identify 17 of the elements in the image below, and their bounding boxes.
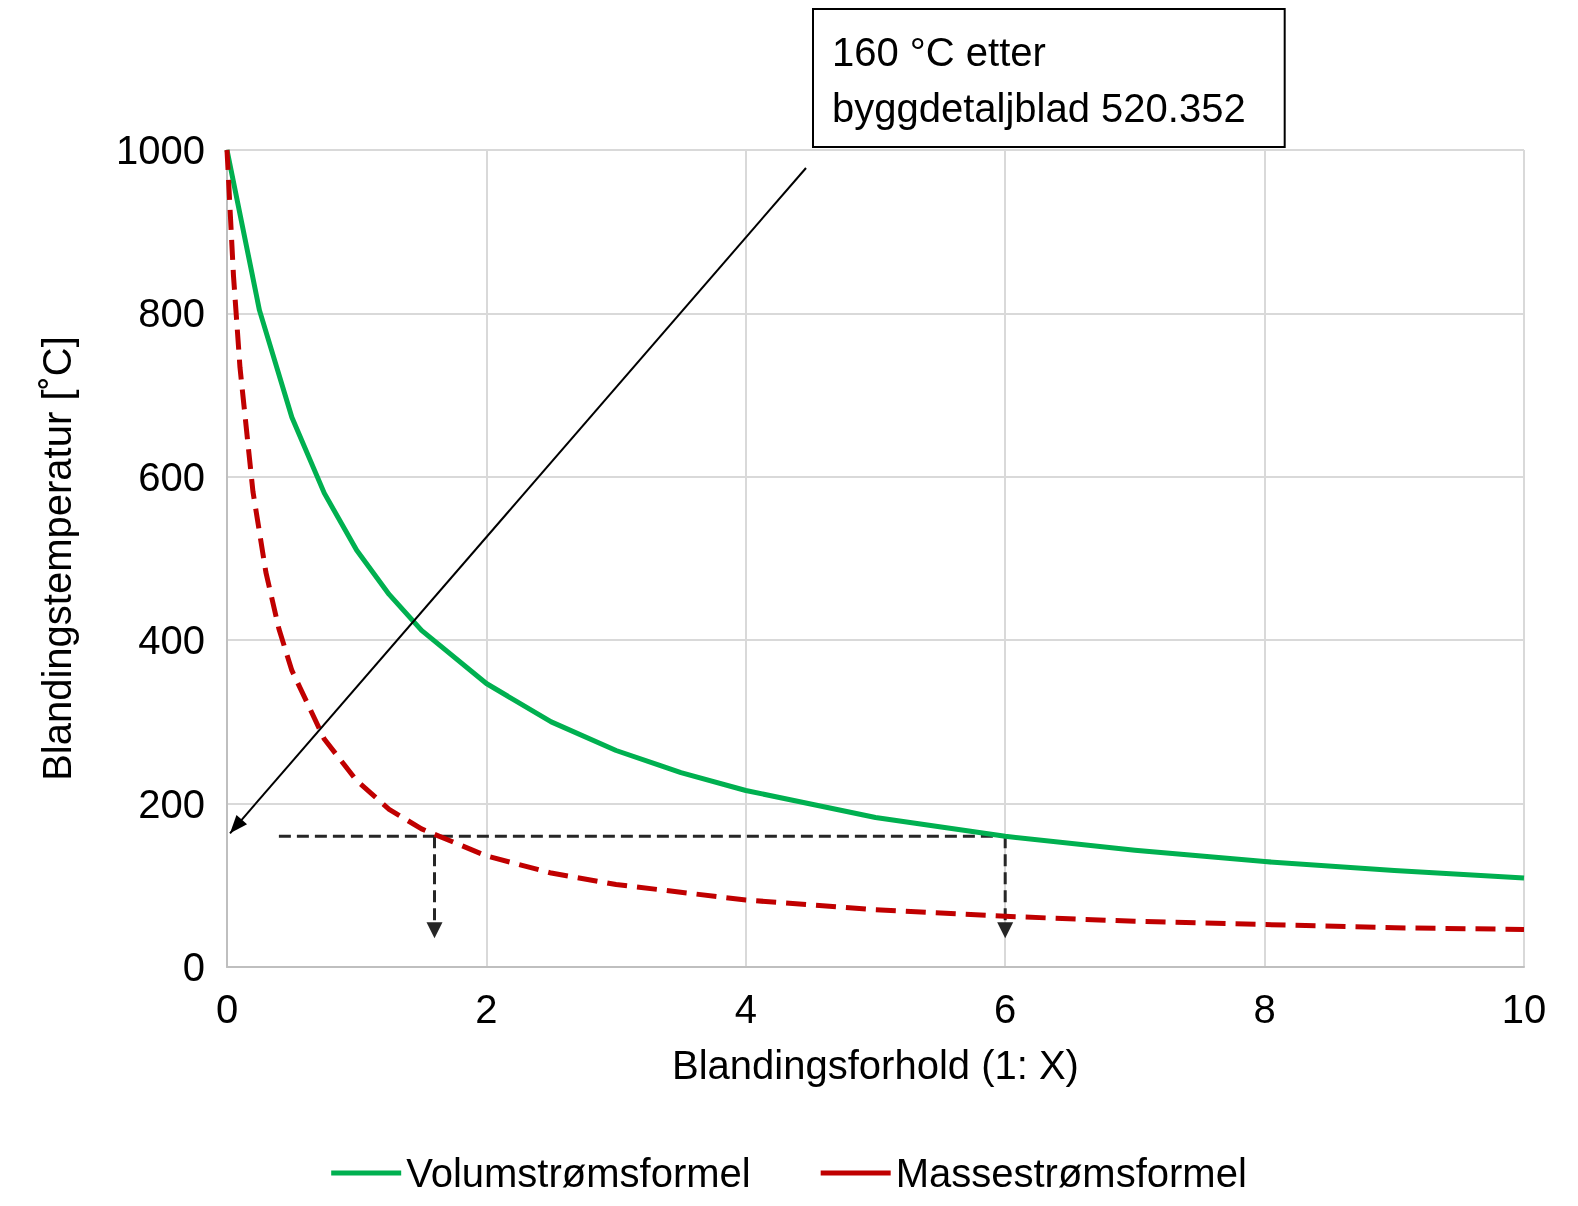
legend-label: Massestrømsformel: [895, 1151, 1247, 1195]
y-tick-label: 600: [138, 454, 205, 499]
y-tick-label: 200: [138, 781, 205, 826]
x-tick-label: 2: [475, 987, 498, 1031]
legend-label: Volumstrømsformel: [406, 1151, 751, 1195]
x-tick-label: 6: [994, 987, 1017, 1031]
x-axis-title: Blandingsforhold (1: X): [672, 1043, 1079, 1087]
x-tick-label: 8: [1253, 987, 1276, 1031]
y-tick-label: 800: [138, 291, 205, 336]
y-axis-title: Blandingstemperatur [˚C]: [35, 336, 79, 781]
x-tick-label: 4: [734, 987, 757, 1031]
x-tick-label: 0: [215, 987, 239, 1031]
y-tick-label: 1000: [116, 128, 205, 172]
y-tick-label: 400: [138, 618, 205, 663]
text: 160 °C etter byggdetaljblad 520.352: [832, 30, 1246, 130]
x-tick-label: 10: [1501, 987, 1547, 1031]
y-tick-label: 0: [182, 945, 205, 989]
